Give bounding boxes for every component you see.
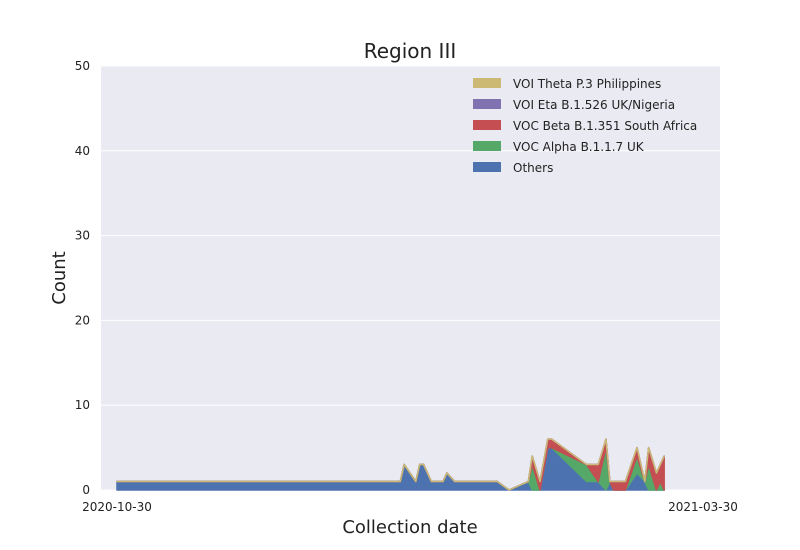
y-tick-label-4: 40: [75, 144, 90, 158]
legend-swatch-voc-alpha-b-1-1-7-uk: [473, 141, 501, 151]
y-axis-ticks: 0 10 20 30 40 50: [75, 59, 90, 497]
legend-label-others: Others: [513, 161, 553, 175]
legend-swatch-voi-eta-b-1-526-uk-nigeria: [473, 99, 501, 109]
y-tick-label-5: 50: [75, 59, 90, 73]
legend-label-voc-beta-b-1-351-south-africa: VOC Beta B.1.351 South Africa: [513, 119, 697, 133]
x-tick-label-0: 2020-10-30: [82, 500, 152, 514]
area-series-voi-theta-p-3-philippines: [116, 438, 665, 491]
legend-label-voc-alpha-b-1-1-7-uk: VOC Alpha B.1.1.7 UK: [513, 140, 645, 154]
x-tick-label-1: 2021-03-30: [668, 500, 738, 514]
y-tick-label-3: 30: [75, 229, 90, 243]
y-tick-label-2: 20: [75, 313, 90, 327]
y-axis-label: Count: [49, 251, 70, 304]
x-axis-label: Collection date: [342, 517, 477, 538]
chart-title: Region III: [364, 39, 457, 63]
legend-swatch-voi-theta-p-3-philippines: [473, 78, 501, 88]
y-tick-label-1: 10: [75, 398, 90, 412]
legend-swatch-others: [473, 162, 501, 172]
x-axis-ticks: 2020-10-30 2021-03-30: [82, 500, 738, 514]
stacked-areas: [116, 438, 665, 491]
legend-label-voi-eta-b-1-526-uk-nigeria: VOI Eta B.1.526 UK/Nigeria: [513, 98, 675, 112]
y-tick-label-0: 0: [82, 483, 90, 497]
plot-area: [101, 66, 720, 490]
legend-label-voi-theta-p-3-philippines: VOI Theta P.3 Philippines: [513, 77, 661, 91]
legend-swatch-voc-beta-b-1-351-south-africa: [473, 120, 501, 130]
legend: VOI Theta P.3 Philippines VOI Eta B.1.526…: [473, 77, 697, 175]
